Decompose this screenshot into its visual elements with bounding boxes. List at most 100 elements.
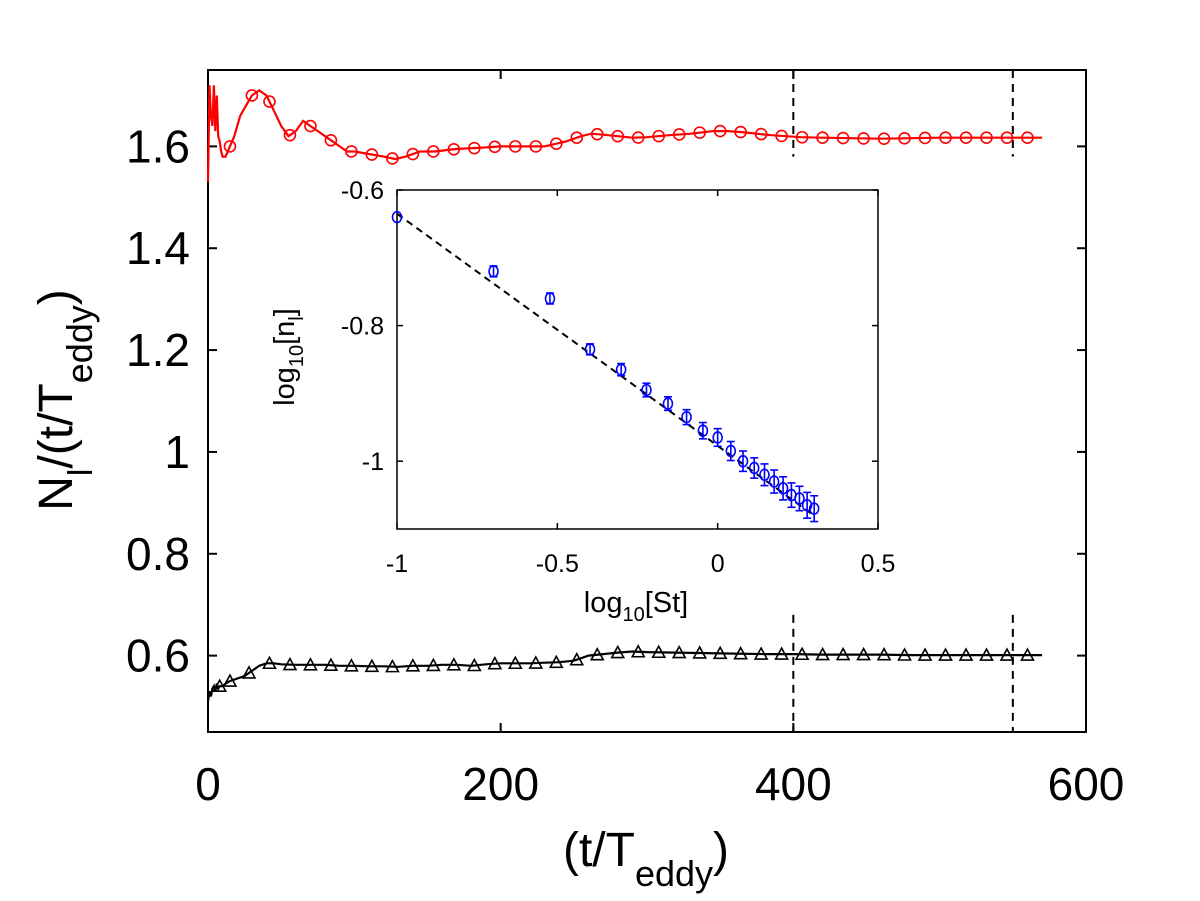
inset-data-point — [641, 383, 652, 397]
series-marker-upper — [386, 152, 399, 165]
series-marker-upper — [529, 140, 543, 153]
inset-ylabel-sub: 10 — [286, 345, 308, 367]
main-ytick-label: 0.6 — [126, 630, 190, 682]
inset-axes: -1 -0.5 0 0.5-0.6-0.8-1 log10[St] log10[nl] — [269, 177, 895, 626]
series-marker-lower — [569, 652, 585, 666]
main-xlabel: (t/Teddy) — [563, 824, 729, 894]
series-marker-lower — [487, 655, 503, 670]
inset-data-point — [737, 454, 749, 468]
inset-data-point — [391, 210, 403, 224]
series-line-upper — [206, 85, 1043, 183]
inset-data-point — [712, 431, 723, 444]
series-marker-upper — [816, 131, 829, 145]
series-marker-lower — [733, 646, 749, 660]
main-ytick-label: 1.4 — [126, 222, 190, 274]
main-ylabel-base: N — [30, 476, 83, 511]
inset-data-point — [615, 363, 627, 376]
series-marker-lower — [466, 657, 482, 672]
inset-data-point — [697, 424, 709, 437]
series-marker-lower — [507, 655, 523, 670]
inset-ylabel-sub2: l — [286, 316, 308, 320]
series-marker-upper — [488, 140, 502, 154]
series-marker-lower — [344, 658, 359, 672]
main-ylabel-sub: eddy — [59, 305, 100, 383]
inset-data-point — [544, 292, 556, 305]
series-marker-lower — [282, 656, 298, 671]
series-marker-lower — [303, 657, 318, 671]
inset-data-point — [794, 492, 805, 505]
series-marker-lower — [528, 655, 544, 669]
inset-data-point — [725, 444, 737, 458]
series-marker-lower — [610, 644, 626, 659]
inset-ytick-label: -0.6 — [341, 177, 384, 205]
series-marker-lower — [876, 646, 892, 661]
inset-data-point — [808, 502, 820, 515]
series-marker-upper — [652, 129, 666, 143]
series-marker-upper — [877, 132, 891, 145]
inset-xlabel: log10[St] — [584, 587, 688, 626]
main-ytick-label: 1.6 — [126, 120, 190, 172]
series-marker-lower — [671, 644, 687, 659]
series-marker-upper — [304, 119, 317, 133]
series-marker-lower — [856, 646, 871, 661]
inset-ylabel-mid: [n — [269, 321, 301, 345]
series-marker-lower — [589, 647, 605, 661]
inset-series — [391, 210, 820, 523]
main-ticks: 0 200 400 600 0.6 0.8 1 1.2 1.4 1.6 — [126, 70, 1124, 810]
inset-data-point — [584, 343, 596, 356]
series-marker-lower — [938, 647, 953, 661]
series-marker-lower — [630, 644, 646, 658]
series-marker-upper — [427, 145, 440, 158]
series-marker-lower — [958, 647, 974, 661]
main-ylabel-tail: ) — [30, 289, 83, 305]
series-marker-lower — [426, 657, 441, 672]
inset-xlabel-tail: [St] — [645, 587, 689, 619]
main-ytick-label: 1 — [164, 426, 190, 478]
series-marker-lower — [651, 644, 667, 659]
series-marker-upper — [959, 131, 973, 145]
series-marker-lower — [446, 657, 462, 671]
series-marker-upper — [672, 128, 686, 141]
series-marker-upper — [1021, 131, 1034, 145]
main-ylabel: Nl/(t/Teddy) — [30, 289, 100, 511]
series-marker-lower — [794, 646, 810, 661]
main-xlabel-sub: eddy — [635, 853, 713, 894]
series-marker-upper — [898, 132, 911, 145]
series-marker-lower — [548, 654, 564, 669]
inset-xtick-label: 0 — [711, 550, 725, 578]
inset-data-point — [768, 475, 780, 488]
series-marker-upper — [283, 128, 297, 142]
inset-xlabel-sub: 10 — [622, 604, 644, 626]
series-marker-upper — [754, 127, 768, 141]
inset-data-point — [662, 397, 674, 410]
series-marker-upper — [918, 131, 932, 145]
series-marker-lower — [979, 647, 994, 661]
series-marker-upper — [570, 131, 584, 145]
inset-data-point — [759, 468, 770, 482]
main-xtick-label: 0 — [195, 758, 221, 810]
series-marker-lower — [222, 673, 238, 687]
series-marker-lower — [212, 678, 228, 692]
main-series — [206, 85, 1043, 702]
series-marker-upper — [345, 145, 358, 158]
main-ytick-label: 0.8 — [126, 528, 190, 580]
main-xlabel-tail: ) — [713, 824, 729, 877]
main-xtick-label: 600 — [1048, 758, 1125, 810]
inset-xlabel-base: log — [584, 587, 623, 619]
series-marker-upper — [245, 89, 259, 102]
inset-ylabel: log10[nl] — [269, 308, 308, 406]
series-marker-upper — [223, 140, 237, 153]
inset-ytick-label: -0.8 — [341, 313, 384, 341]
inset-plot-frame — [396, 189, 879, 530]
inset-ticks: -1 -0.5 0 0.5 -0.6 -0.8 -1 — [341, 177, 895, 578]
series-marker-lower — [241, 665, 257, 679]
series-marker-lower — [815, 646, 830, 661]
series-marker-lower — [835, 646, 851, 661]
inset-data-point — [801, 498, 813, 512]
series-marker-lower — [262, 655, 277, 670]
series-marker-upper — [263, 95, 276, 108]
inset-ylabel-tail: ] — [269, 308, 301, 316]
main-xtick-label: 400 — [755, 758, 832, 810]
